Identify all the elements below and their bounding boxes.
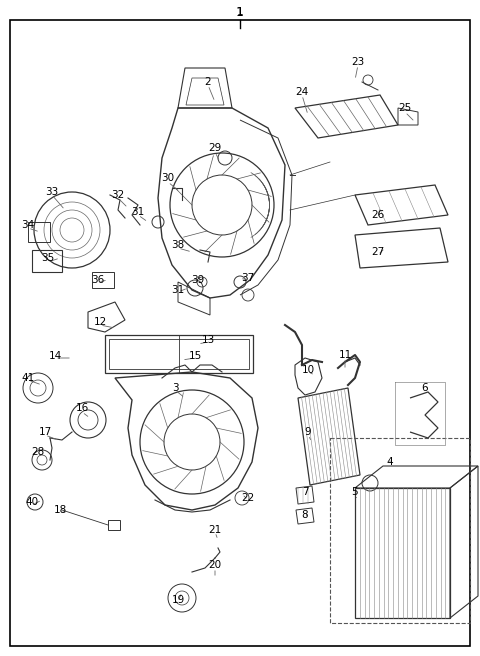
Text: 31: 31 [171, 285, 185, 295]
Bar [28, 222, 50, 242]
Text: 21: 21 [208, 525, 222, 535]
Text: 32: 32 [111, 190, 125, 200]
Bar [355, 488, 450, 618]
Bar [105, 335, 253, 373]
Text: 35: 35 [41, 253, 55, 263]
Text: 28: 28 [31, 447, 45, 457]
Text: 20: 20 [208, 560, 222, 570]
Bar [108, 520, 120, 530]
Text: 10: 10 [301, 365, 314, 375]
Text: 24: 24 [295, 87, 309, 97]
Text: 3: 3 [172, 383, 178, 393]
Text: 8: 8 [302, 510, 308, 520]
Text: 30: 30 [161, 173, 175, 183]
Text: 17: 17 [38, 427, 52, 437]
Text: 18: 18 [53, 505, 67, 515]
Text: 6: 6 [422, 383, 428, 393]
Text: 7: 7 [302, 487, 308, 497]
Text: 1: 1 [236, 5, 244, 18]
Text: 40: 40 [25, 497, 38, 507]
Text: 38: 38 [171, 240, 185, 250]
Text: 36: 36 [91, 275, 105, 285]
Text: 41: 41 [22, 373, 35, 383]
Text: 2: 2 [204, 77, 211, 87]
Text: 34: 34 [22, 220, 35, 230]
Text: 37: 37 [241, 273, 254, 283]
Text: 9: 9 [305, 427, 312, 437]
Text: 11: 11 [338, 350, 352, 360]
Text: 5: 5 [352, 487, 358, 497]
Text: 27: 27 [372, 247, 384, 257]
Bar [92, 272, 114, 288]
Text: 12: 12 [94, 317, 107, 327]
Bar [32, 250, 62, 272]
Text: 25: 25 [398, 103, 412, 113]
Text: 14: 14 [48, 351, 61, 361]
Text: 26: 26 [372, 210, 384, 220]
Text: 33: 33 [46, 187, 59, 197]
Text: 22: 22 [241, 493, 254, 503]
Text: 19: 19 [171, 595, 185, 605]
Text: 39: 39 [192, 275, 204, 285]
Text: 1: 1 [237, 7, 243, 17]
Text: 23: 23 [351, 57, 365, 67]
Text: 29: 29 [208, 143, 222, 153]
Bar [109, 339, 249, 369]
Text: 13: 13 [202, 335, 215, 345]
Text: 4: 4 [387, 457, 393, 467]
Text: 31: 31 [132, 207, 144, 217]
Bar [330, 438, 470, 623]
Text: 15: 15 [188, 351, 202, 361]
Text: 16: 16 [75, 403, 89, 413]
